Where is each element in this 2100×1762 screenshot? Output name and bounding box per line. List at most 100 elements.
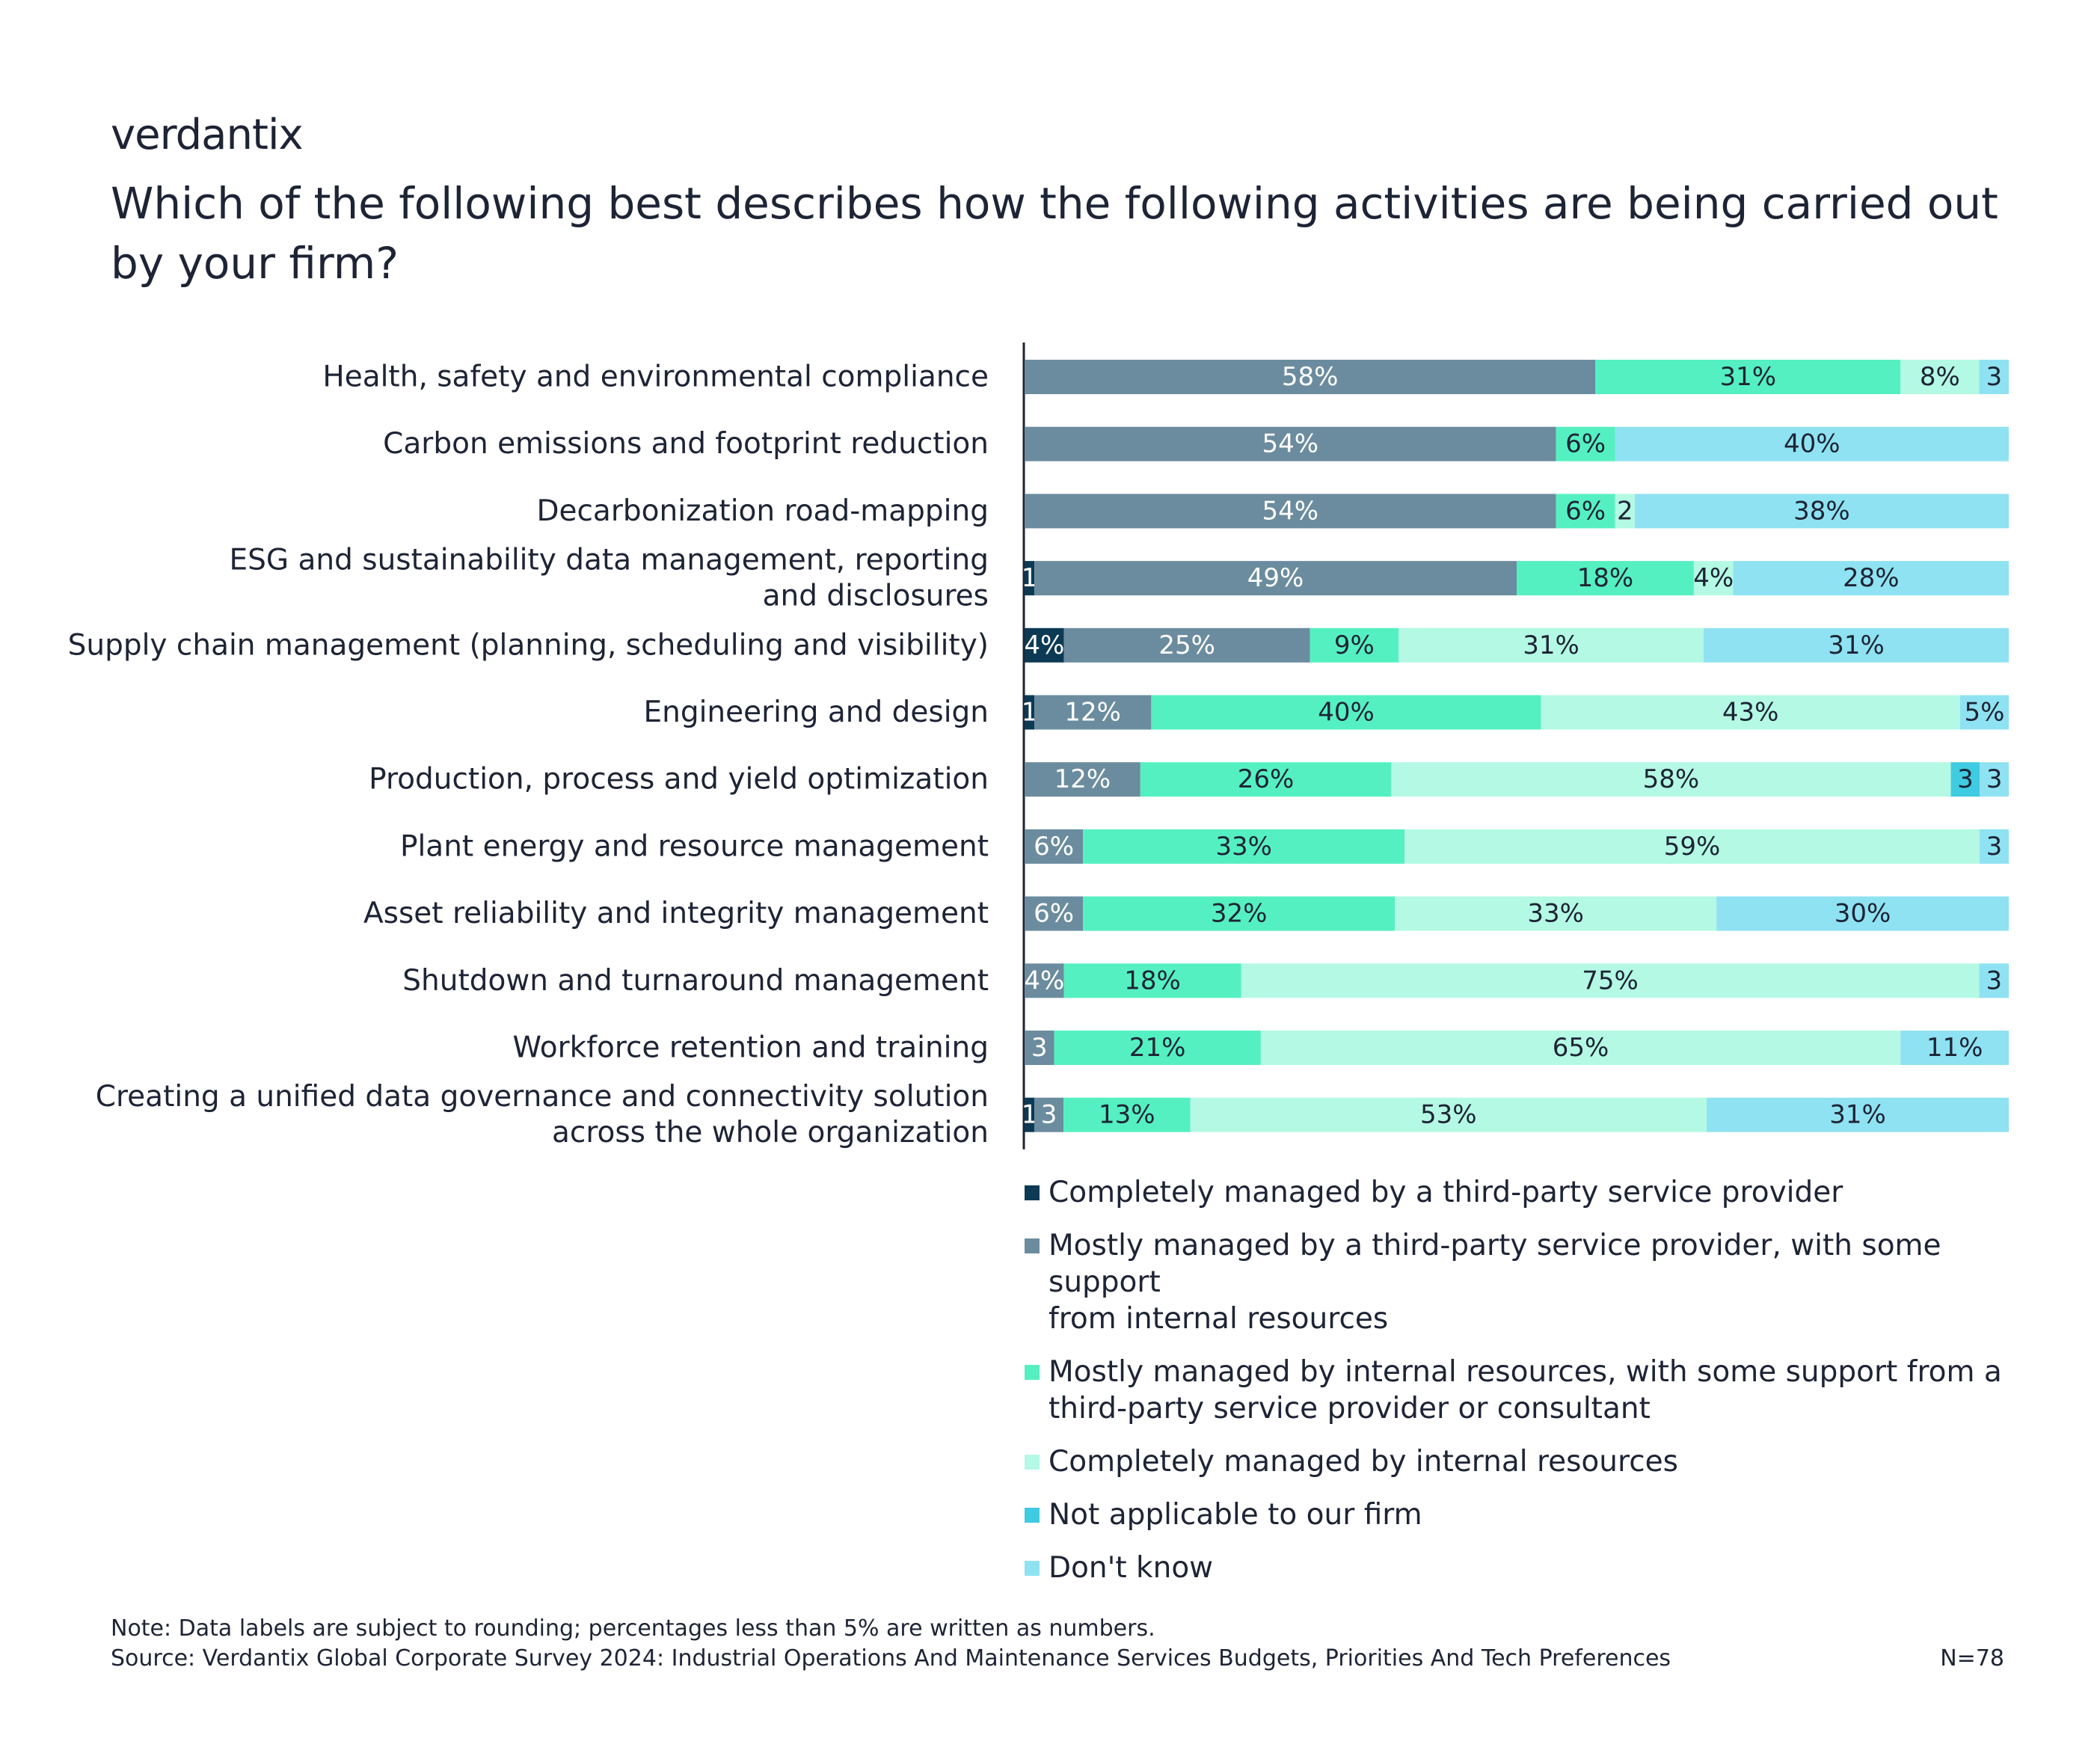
bar-segment <box>1063 1097 1191 1132</box>
bar-segment <box>1399 627 1704 663</box>
bar-segment <box>1034 695 1152 730</box>
bar-segment <box>1190 1097 1707 1132</box>
data-label: 49% <box>1247 563 1304 593</box>
data-label: 4% <box>1024 966 1064 995</box>
category-label: Engineering and design <box>643 696 989 729</box>
bar-segment <box>1025 695 1035 730</box>
bar-segment <box>1034 561 1517 596</box>
data-label: 9% <box>1334 630 1375 660</box>
bar-segment <box>1556 494 1615 529</box>
bar-segment <box>1063 627 1310 663</box>
footnote: Note: Data labels are subject to roundin… <box>111 1615 1155 1642</box>
legend-swatch <box>1025 1455 1040 1470</box>
data-label: 54% <box>1262 429 1319 459</box>
data-label: 33% <box>1215 832 1272 862</box>
legend-item: Mostly managed by a third-party service … <box>1025 1227 2012 1337</box>
data-label: 40% <box>1318 698 1375 728</box>
bar-segment <box>1025 896 1084 931</box>
data-label: 6% <box>1565 429 1606 459</box>
bar-segment <box>1707 1097 2009 1132</box>
bar-segment <box>1900 360 1980 394</box>
data-label: 13% <box>1099 1100 1155 1130</box>
data-label: 3 <box>1986 764 2003 794</box>
category-label: Decarbonization road-mapping <box>536 494 989 528</box>
category-label: across the whole organization <box>552 1116 989 1149</box>
bar-segment <box>1704 627 2009 663</box>
category-label: Workforce retention and training <box>513 1031 989 1065</box>
data-label: 1 <box>1022 1100 1038 1130</box>
bar-segment <box>1404 829 1980 864</box>
bar-segment <box>1025 829 1084 864</box>
bar-segment <box>1063 963 1241 998</box>
data-label: 38% <box>1793 496 1850 526</box>
data-label: 3 <box>1041 1100 1057 1130</box>
data-label: 6% <box>1034 899 1074 929</box>
legend-item: Completely managed by a third-party serv… <box>1025 1174 2012 1211</box>
bar-segment <box>1025 1097 1035 1132</box>
data-label: 28% <box>1843 563 1900 593</box>
bar-segment <box>1151 695 1541 730</box>
bar-segment <box>1025 426 1556 461</box>
legend-label: Mostly managed by a third-party service … <box>1049 1229 1941 1336</box>
sample-size: N=78 <box>1940 1645 2004 1672</box>
bar-segment <box>1034 1097 1064 1132</box>
data-label: 5% <box>1964 698 2004 728</box>
brand-logo: verdantix <box>111 111 304 159</box>
data-label: 43% <box>1722 698 1779 728</box>
data-label: 65% <box>1553 1033 1609 1063</box>
chart-legend: Completely managed by a third-party serv… <box>1025 1174 2012 1603</box>
data-label: 31% <box>1828 630 1885 660</box>
legend-swatch <box>1025 1508 1040 1523</box>
data-label: 31% <box>1523 630 1579 660</box>
bar-segment <box>1615 426 2009 461</box>
data-label: 59% <box>1664 832 1721 862</box>
bar-segment <box>1391 762 1951 797</box>
bar-segment <box>1025 627 1064 663</box>
data-label: 40% <box>1784 429 1840 459</box>
bar-segment <box>1025 762 1140 797</box>
data-label: 58% <box>1643 764 1700 794</box>
data-label: 25% <box>1158 630 1215 660</box>
data-label: 1 <box>1022 698 1038 728</box>
data-label: 1 <box>1022 563 1038 593</box>
data-label: 4% <box>1024 630 1064 660</box>
bar-segment <box>1615 494 1635 529</box>
bar-segment <box>1979 829 2009 864</box>
bar-segment <box>1054 1031 1261 1065</box>
data-label: 6% <box>1034 832 1074 862</box>
bar-segment <box>1083 896 1396 931</box>
legend-label: Completely managed by internal resources <box>1049 1445 1678 1479</box>
data-label: 2 <box>1617 496 1633 526</box>
bar-segment <box>1083 829 1405 864</box>
data-label: 32% <box>1211 899 1268 929</box>
data-label: 53% <box>1420 1100 1477 1130</box>
bar-segment <box>1241 963 1980 998</box>
bar-segment <box>1517 561 1694 596</box>
data-label: 75% <box>1582 966 1639 995</box>
legend-item: Don't know <box>1025 1550 2012 1586</box>
data-label: 8% <box>1920 362 1960 392</box>
legend-swatch <box>1025 1365 1040 1380</box>
bar-segment <box>1260 1031 1901 1065</box>
bar-segment <box>1541 695 1960 730</box>
data-label: 31% <box>1719 362 1776 392</box>
category-label: Creating a unified data governance and c… <box>96 1080 989 1114</box>
bar-segment <box>1310 627 1399 663</box>
data-label: 30% <box>1835 899 1891 929</box>
bar-segment <box>1959 695 2009 730</box>
legend-label: Not applicable to our firm <box>1049 1498 1422 1532</box>
bar-segment <box>1980 762 2009 797</box>
bar-segment <box>1025 561 1035 596</box>
bar-segment <box>1733 561 2009 596</box>
data-label: 12% <box>1054 764 1111 794</box>
bar-segment <box>1025 360 1596 394</box>
legend-label: Completely managed by a third-party serv… <box>1049 1176 1843 1209</box>
data-label: 3 <box>1986 966 2002 995</box>
bar-segment <box>1900 1031 2009 1065</box>
bar-segment <box>1979 360 2009 394</box>
bar-segment <box>1595 360 1901 394</box>
data-label: 4% <box>1693 563 1734 593</box>
legend-swatch <box>1025 1238 1040 1253</box>
legend-label: Don't know <box>1049 1551 1214 1585</box>
